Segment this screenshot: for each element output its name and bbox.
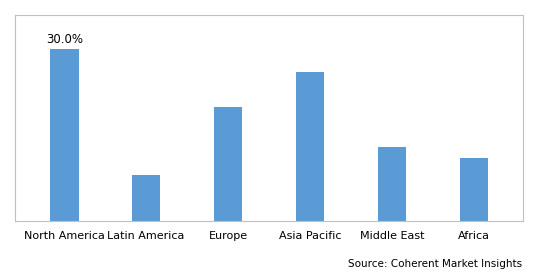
Bar [296,72,324,221]
Text: 30.0%: 30.0% [46,33,83,47]
Bar [50,49,79,221]
Bar [459,158,488,221]
Bar [132,175,160,221]
Bar [378,147,406,221]
Text: Source: Coherent Market Insights: Source: Coherent Market Insights [348,259,522,269]
Bar [214,107,243,221]
